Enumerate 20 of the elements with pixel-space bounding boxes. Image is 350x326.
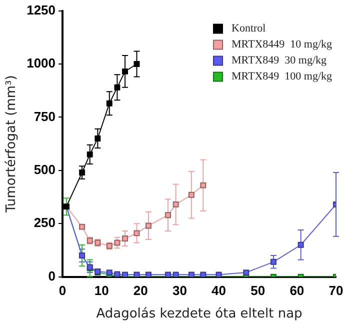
y-tick-label: 750	[34, 108, 56, 124]
x-tick-label: 70	[328, 283, 344, 298]
x-tick-label: 50	[250, 283, 266, 298]
legend-label: MRTX849 100 mg/kg	[232, 70, 332, 83]
y-tick-label: 500	[34, 162, 56, 177]
x-tick-label: 20	[133, 283, 148, 298]
x-tick-label: 0	[58, 283, 66, 298]
legend-label: Kontrol	[232, 22, 266, 35]
x-tick-label: 60	[290, 283, 304, 298]
legend-label: MRTX8449 10 mg/kg	[232, 38, 332, 51]
y-axis-title: Tumortérfogat (mm³)	[4, 75, 20, 214]
y-tick-label: 1000	[26, 56, 56, 71]
y-tick-label: 0	[48, 268, 56, 284]
x-tick-label: 30	[172, 283, 187, 298]
x-tick-label: 10	[94, 283, 109, 298]
y-tick-label: 250	[34, 215, 56, 230]
y-tick-label: 1250	[26, 2, 56, 18]
x-tick-label: 40	[212, 283, 226, 298]
legend-label: MRTX849 30 mg/kg	[232, 54, 327, 67]
x-axis-title: Adagolás kezdete óta eltelt nap	[96, 306, 302, 322]
